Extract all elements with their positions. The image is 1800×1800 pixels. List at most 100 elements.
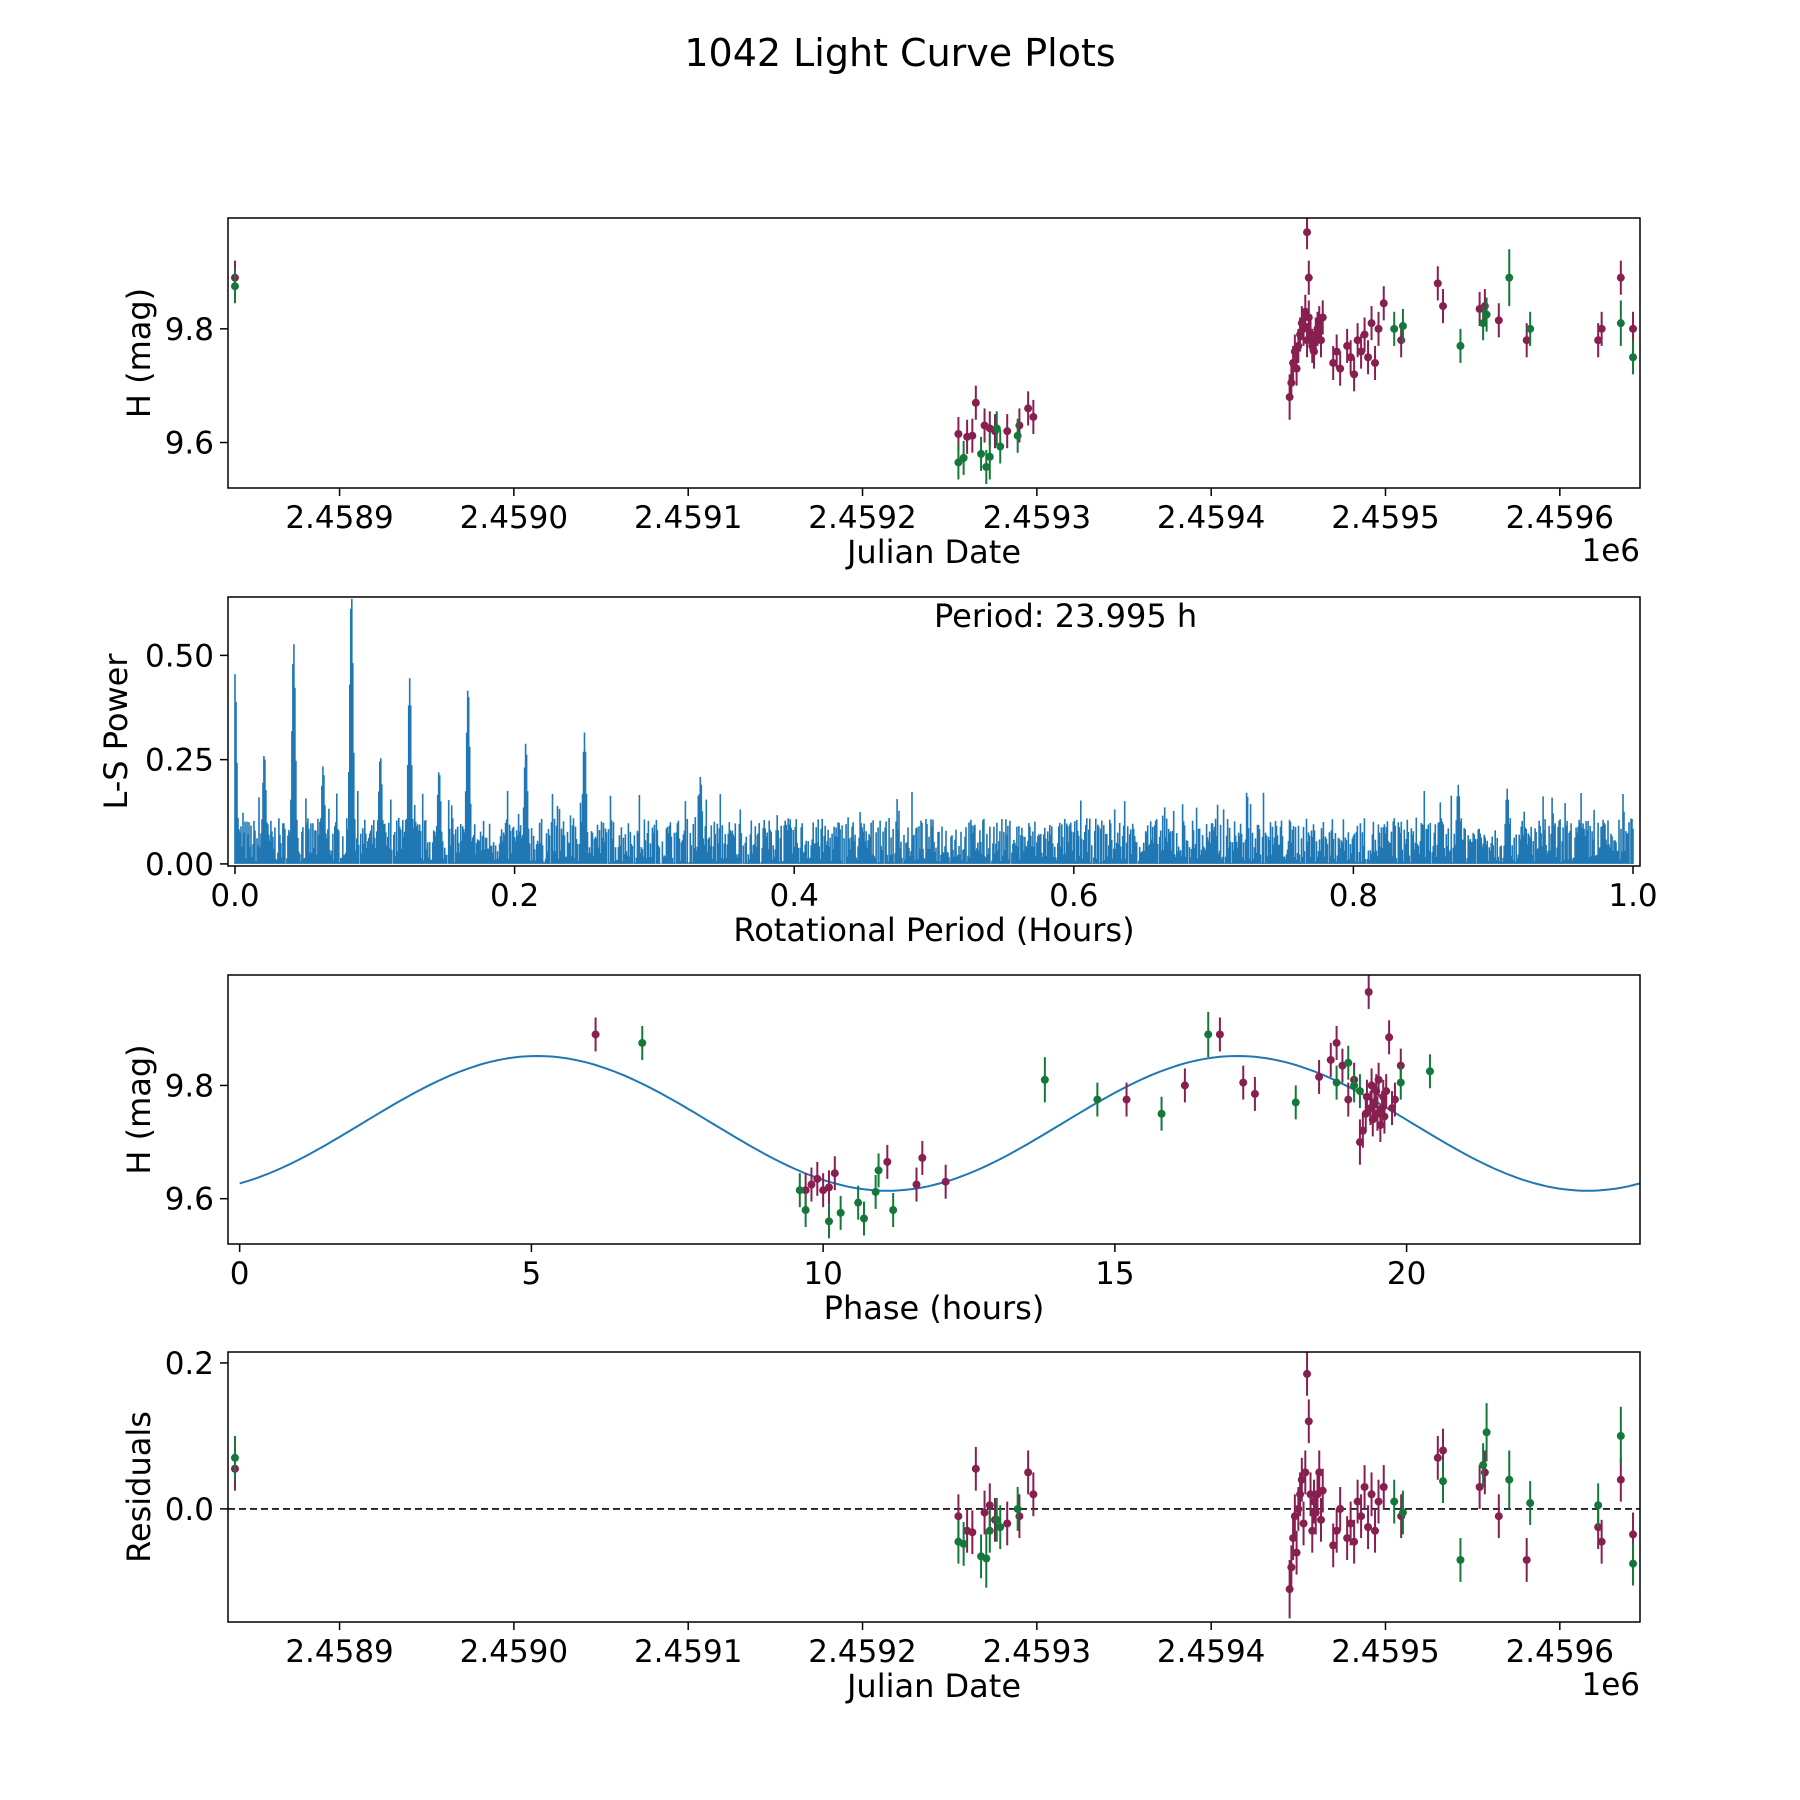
data-point (1024, 404, 1033, 413)
data-point (1594, 336, 1603, 345)
data-point (1332, 347, 1341, 356)
data-point (968, 1528, 977, 1537)
data-point (996, 1523, 1005, 1532)
axes-frame (227, 974, 1641, 1245)
data-point (1629, 324, 1638, 333)
data-point (985, 452, 994, 461)
x-tick-label: 2.4593 (983, 500, 1091, 536)
data-point (1315, 1072, 1324, 1081)
data-point (1616, 1475, 1625, 1484)
data-point (971, 398, 980, 407)
x-tick-label: 0.2 (490, 878, 539, 914)
data-point (1479, 1461, 1488, 1470)
data-point (1396, 1078, 1405, 1087)
data-point (1318, 1486, 1327, 1495)
x-offset-label: 1e6 (1581, 533, 1640, 569)
data-point (1364, 353, 1373, 362)
data-point (824, 1183, 833, 1192)
y-axis-label: L-S Power (97, 653, 135, 810)
data-point (1616, 319, 1625, 328)
y-tick-label: 0.0 (165, 1492, 214, 1528)
data-point (1482, 310, 1491, 319)
data-point (801, 1206, 810, 1215)
data-point (1597, 1537, 1606, 1546)
data-point (1250, 1089, 1259, 1098)
data-point (954, 430, 963, 438)
x-tick-label: 20 (1387, 1256, 1426, 1292)
data-point (971, 1464, 980, 1473)
series-green (230, 249, 1638, 485)
data-point (1629, 353, 1638, 362)
data-point (1292, 364, 1301, 373)
data-point (1505, 273, 1514, 282)
data-point (977, 449, 986, 458)
data-point (1597, 324, 1606, 333)
data-point (795, 1186, 804, 1195)
data-point (1287, 1563, 1296, 1572)
data-point (1332, 1038, 1341, 1047)
ls-power-line (234, 598, 1634, 864)
data-point (1318, 313, 1327, 322)
data-point (1297, 1475, 1306, 1484)
x-offset-label: 1e6 (1581, 1667, 1640, 1703)
data-point (1029, 1490, 1038, 1499)
data-point (1397, 336, 1406, 345)
x-tick-label: 0.8 (1329, 878, 1378, 914)
series-maroon (591, 975, 1405, 1208)
data-point (941, 1177, 950, 1186)
data-point (1350, 1081, 1359, 1090)
data-point (1367, 1490, 1376, 1499)
x-tick-label: 2.4592 (808, 500, 916, 536)
data-point (954, 1512, 963, 1521)
data-point (1482, 1428, 1491, 1437)
data-point (1360, 330, 1369, 339)
y-tick-label: 9.6 (165, 1182, 214, 1218)
data-point (638, 1038, 647, 1047)
data-point (1390, 1497, 1399, 1506)
data-point (1003, 1519, 1012, 1528)
x-tick-label: 10 (803, 1256, 842, 1292)
data-point (1374, 1497, 1383, 1506)
data-point (1204, 1030, 1213, 1039)
plot-area-res (228, 1352, 1640, 1619)
data-point (1344, 1058, 1353, 1067)
data-point (1456, 1555, 1465, 1564)
data-point (1480, 1468, 1489, 1477)
data-point (1362, 1092, 1371, 1101)
data-point (1336, 1504, 1345, 1513)
data-point (1376, 1121, 1385, 1130)
y-tick-label: 9.8 (165, 312, 214, 348)
data-point (968, 431, 977, 440)
x-tick-label: 2.4595 (1331, 1634, 1439, 1670)
data-point (813, 1174, 822, 1183)
axes-frame (227, 596, 1641, 867)
x-tick-label: 2.4594 (1157, 500, 1265, 536)
data-point (1456, 341, 1465, 350)
figure-title: 1042 Light Curve Plots (684, 31, 1115, 75)
data-point (1367, 319, 1376, 328)
data-point (1285, 393, 1294, 402)
data-point (1398, 1508, 1407, 1517)
x-tick-label: 2.4591 (634, 1634, 742, 1670)
data-point (230, 1453, 239, 1462)
data-point (1390, 1095, 1399, 1104)
data-point (1304, 1417, 1313, 1426)
panel-lc: 2.4589 2.4590 2.4591 2.4592 2.4593 2.4594 2.45… (120, 217, 1641, 571)
data-point (1380, 1112, 1389, 1121)
x-tick-label: 2.4596 (1506, 500, 1614, 536)
data-point (1355, 1087, 1364, 1096)
data-point (1304, 313, 1313, 322)
data-point (1479, 319, 1488, 328)
y-tick-label: 0.25 (145, 743, 214, 779)
data-point (1629, 1530, 1638, 1539)
data-point (1439, 1477, 1448, 1486)
data-point (1505, 1475, 1514, 1484)
data-point (1015, 1512, 1024, 1521)
series-green (638, 1011, 1434, 1239)
data-point (889, 1206, 898, 1215)
data-point (1316, 1515, 1325, 1524)
data-point (836, 1208, 845, 1217)
data-point (1522, 1555, 1531, 1564)
